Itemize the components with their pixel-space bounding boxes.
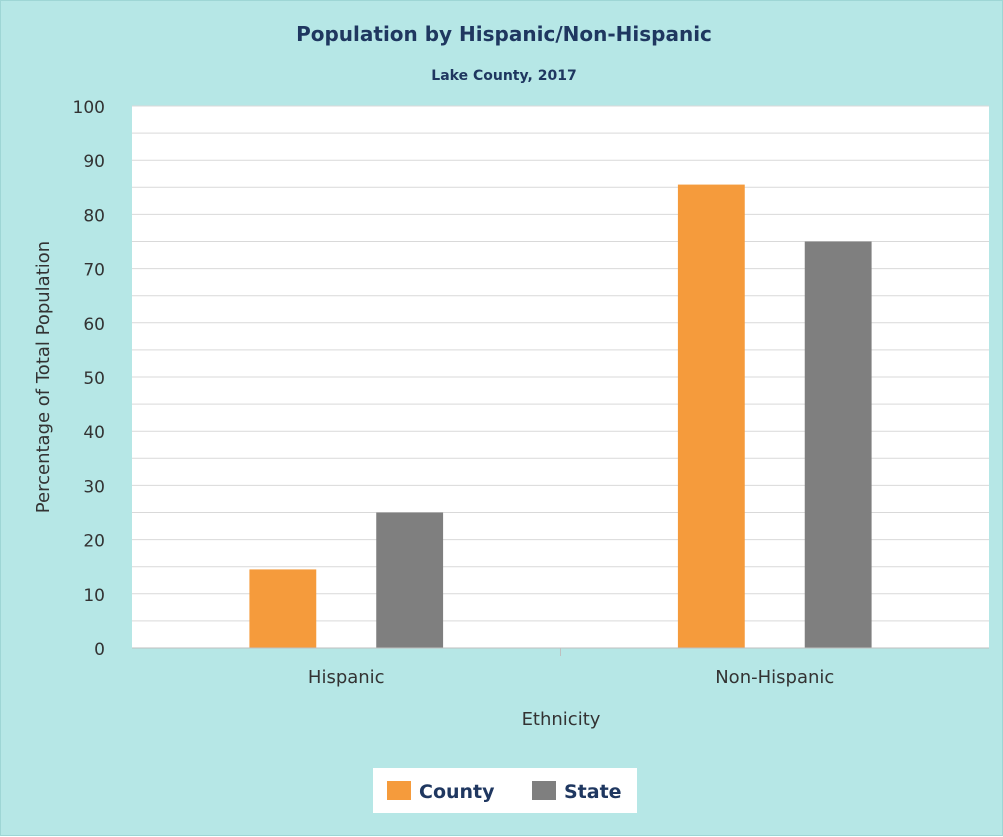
y-axis-title: Percentage of Total Population (33, 241, 54, 513)
y-tick-label: 80 (83, 206, 105, 226)
y-tick-label: 30 (83, 477, 105, 497)
bars (249, 184, 872, 648)
legend: County State (387, 781, 622, 803)
legend-swatch-county (387, 781, 411, 800)
bar-state-non-hispanic (804, 241, 872, 648)
y-axis-ticks: 0 10 20 30 40 50 60 70 80 90 100 (73, 98, 105, 660)
legend-swatch-state (532, 781, 556, 800)
y-tick-label: 60 (83, 315, 105, 335)
bar-county-hispanic (249, 569, 317, 648)
x-category-label: Non-Hispanic (715, 667, 834, 688)
x-axis-title: Ethnicity (522, 709, 601, 730)
legend-box (373, 768, 637, 813)
bar-county-non-hispanic (677, 184, 745, 648)
chart-subtitle: Lake County, 2017 (431, 68, 576, 84)
y-tick-label: 20 (83, 532, 105, 552)
y-tick-label: 10 (83, 586, 105, 606)
y-tick-label: 100 (73, 98, 105, 118)
y-tick-label: 70 (83, 261, 105, 281)
y-tick-label: 90 (83, 152, 105, 172)
y-tick-label: 0 (94, 640, 105, 660)
legend-label-county: County (419, 781, 495, 803)
y-tick-label: 50 (83, 369, 105, 389)
x-axis-ticks: Hispanic Non-Hispanic (308, 648, 834, 688)
legend-label-state: State (564, 781, 622, 803)
bar-state-hispanic (376, 512, 444, 648)
y-tick-label: 40 (83, 423, 105, 443)
x-category-label: Hispanic (308, 667, 385, 688)
chart-title: Population by Hispanic/Non-Hispanic (296, 22, 712, 46)
